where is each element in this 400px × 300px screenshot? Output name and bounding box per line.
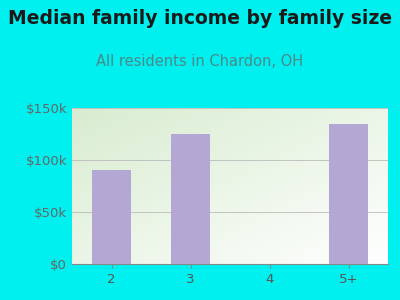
Bar <box>171 134 210 264</box>
Text: All residents in Chardon, OH: All residents in Chardon, OH <box>96 54 304 69</box>
Text: Median family income by family size: Median family income by family size <box>8 9 392 28</box>
Bar <box>329 124 368 264</box>
Bar <box>92 170 131 264</box>
